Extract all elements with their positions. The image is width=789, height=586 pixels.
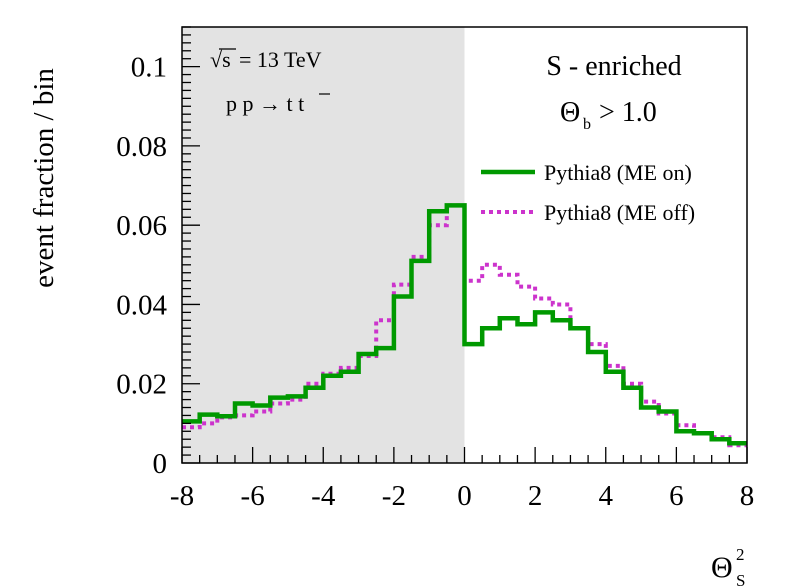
y-tick-label: 0.06 <box>116 210 167 242</box>
y-tick-label: 0 <box>153 448 168 480</box>
y-tick-label: 0.1 <box>131 52 167 84</box>
y-tick-label: 0.02 <box>116 369 167 401</box>
shaded-region <box>182 27 465 463</box>
x-tick-label: 8 <box>740 480 755 512</box>
x-tick-label: 4 <box>599 480 614 512</box>
x-axis-label-main: Θ <box>711 551 733 584</box>
energy-value: = 13 TeV <box>239 47 322 72</box>
cut-subscript: b <box>583 116 591 133</box>
tick-layer: -8 -6 -4 -2 0 2 4 6 8 0 0.02 0.04 0.06 0.08 0.1 <box>116 26 755 512</box>
y-axis-label: event fraction / bin <box>28 68 60 288</box>
legend: Pythia8 (ME on) Pythia8 (ME off) <box>481 160 695 225</box>
x-tick-label: -2 <box>382 480 406 512</box>
x-tick-label: -4 <box>311 480 336 512</box>
series-layer <box>182 203 747 448</box>
x-axis-label: Θ S 2 <box>711 545 745 586</box>
x-tick-label: -8 <box>170 480 194 512</box>
legend-label-me-on: Pythia8 (ME on) <box>544 160 692 185</box>
y-tick-label: 0.04 <box>116 289 167 321</box>
histogram-me-on <box>182 203 747 446</box>
y-tick-label: 0.08 <box>116 131 167 163</box>
region-label: S - enriched <box>546 51 681 82</box>
x-tick-label: 2 <box>528 480 543 512</box>
process-label: p p → t t <box>226 91 304 116</box>
x-tick-label: -6 <box>241 480 265 512</box>
x-tick-label: 6 <box>669 480 684 512</box>
x-axis-label-sup: 2 <box>736 545 745 564</box>
cut-value: > 1.0 <box>599 97 657 128</box>
x-axis-label-sub: S <box>736 571 745 586</box>
x-tick-label: 0 <box>457 480 472 512</box>
cut-label: Θ b > 1.0 <box>560 97 657 133</box>
sqrt-s-symbol: √s <box>210 47 231 72</box>
legend-label-me-off: Pythia8 (ME off) <box>544 200 695 225</box>
energy-annotation: √s = 13 TeV <box>210 47 322 72</box>
histogram-me-off <box>182 203 747 448</box>
cut-symbol: Θ <box>560 97 580 128</box>
